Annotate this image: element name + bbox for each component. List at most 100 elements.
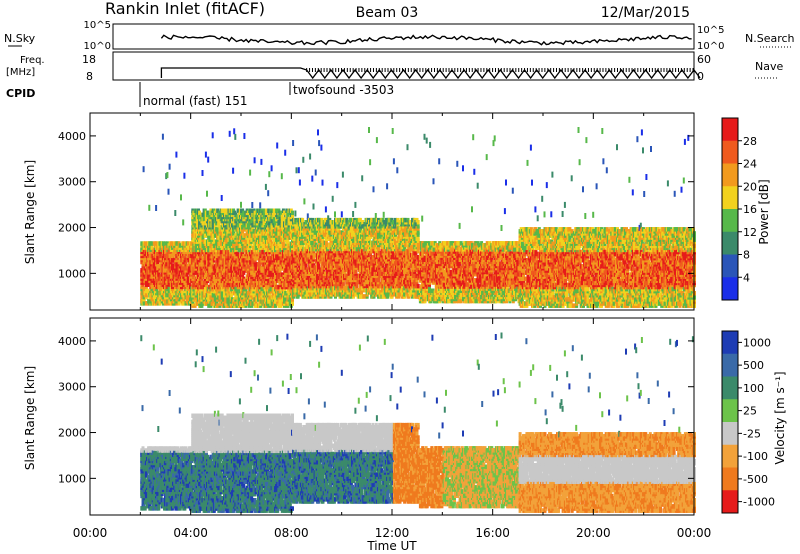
power-cell <box>291 301 294 306</box>
power-cell <box>225 237 229 242</box>
power-cell <box>268 171 271 178</box>
power-cell <box>216 268 220 273</box>
power-cell <box>291 210 294 216</box>
power-cell <box>229 293 233 298</box>
power-cell <box>277 303 281 308</box>
sky-left-label: N.Sky <box>4 32 36 45</box>
power-cell <box>312 203 315 210</box>
power-cell <box>156 251 160 257</box>
power-cell <box>201 170 204 176</box>
power-cell <box>204 151 207 158</box>
sky-tick-bottom-right: 10^0 <box>697 41 724 52</box>
power-cell <box>185 272 189 277</box>
power-cell <box>279 303 283 308</box>
power-cell <box>317 129 319 136</box>
power-cell <box>291 297 294 302</box>
nave-bars <box>306 68 694 72</box>
power-cell <box>251 202 254 208</box>
power-cell <box>259 202 262 209</box>
power-cell <box>301 217 305 223</box>
sky-panel: N.Sky 10^5 10^0 10^5 10^0 N.Search <box>4 20 795 52</box>
power-cell <box>158 301 162 306</box>
power-cell <box>309 153 312 160</box>
power-cell <box>180 194 182 201</box>
power-cell <box>260 158 263 165</box>
power-cell <box>218 272 222 277</box>
power-cell <box>161 241 165 246</box>
power-cell <box>267 190 270 197</box>
power-cell <box>211 132 214 139</box>
power-cell <box>303 198 306 205</box>
sky-right-label: N.Search <box>745 32 795 45</box>
freq-tick-bottom: 8 <box>86 70 93 83</box>
sky-tick-top-left: 10^5 <box>84 20 111 31</box>
date-title: 12/Mar/2015 <box>601 5 690 21</box>
sky-tick-bottom-left: 10^0 <box>84 41 111 52</box>
power-cell <box>174 210 177 216</box>
power-cell <box>314 169 317 176</box>
power-cell <box>321 179 324 186</box>
power-cell <box>186 286 190 292</box>
power-cell <box>186 241 190 246</box>
power-cell <box>297 167 300 174</box>
power-cell <box>202 216 206 222</box>
power-cell <box>250 278 254 284</box>
power-cell <box>155 241 159 246</box>
power-cell <box>161 133 164 140</box>
power-cell <box>166 172 169 178</box>
power-cell <box>216 303 220 308</box>
power-cell <box>341 171 344 178</box>
power-cell <box>198 210 202 216</box>
power-cell <box>235 241 239 246</box>
power-cell <box>268 295 272 300</box>
power-cell <box>201 212 205 218</box>
power-cell <box>165 173 168 180</box>
power-cell <box>228 130 231 137</box>
power-cell <box>174 268 178 273</box>
power-cell <box>276 142 279 149</box>
power-cell <box>224 297 228 302</box>
power-cell <box>199 253 203 259</box>
power-cell <box>267 303 271 308</box>
power-cell <box>252 293 256 298</box>
power-cell <box>311 175 314 182</box>
power-cell <box>155 205 158 211</box>
sky-count-line <box>160 34 692 46</box>
power-cell <box>211 282 215 288</box>
cpid-label: CPID <box>6 87 35 100</box>
power-cell <box>164 241 168 246</box>
power-cell <box>334 211 336 218</box>
power-cell <box>280 173 283 180</box>
power-cell <box>211 235 215 240</box>
power-cell <box>219 282 223 288</box>
power-cell <box>236 208 240 213</box>
power-cell <box>156 278 160 283</box>
power-cell <box>292 140 295 146</box>
power-cell <box>150 241 154 246</box>
power-cell <box>270 165 273 172</box>
power-cell <box>182 219 185 226</box>
power-cell <box>253 210 257 216</box>
cpid-mode-1: normal (fast) 151 <box>143 94 247 108</box>
power-cell <box>182 241 186 246</box>
freq-line <box>160 67 701 80</box>
power-cell <box>253 157 256 164</box>
power-cell <box>284 149 287 156</box>
power-cell <box>148 204 151 211</box>
power-cell <box>166 292 170 298</box>
power-cell <box>331 195 334 202</box>
power-cell <box>264 183 267 190</box>
power-cell <box>291 249 294 255</box>
power-cell <box>142 166 145 173</box>
power-cell <box>172 266 175 271</box>
freq-panel: Freq. [MHz] 18 8 60 0 Nave <box>6 51 783 83</box>
power-cell <box>234 133 237 140</box>
sky-tick-top-right: 10^5 <box>697 25 724 36</box>
power-cell <box>242 253 246 259</box>
power-cell <box>277 255 281 261</box>
power-cell <box>219 249 223 255</box>
power-cell <box>280 214 284 220</box>
power-cell <box>242 210 246 216</box>
